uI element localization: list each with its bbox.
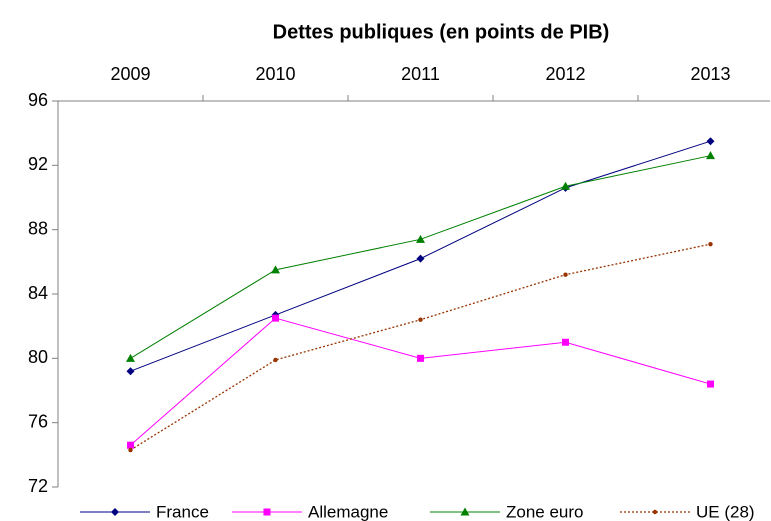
marker — [126, 353, 135, 362]
y-tick-label: 84 — [28, 283, 48, 303]
chart-title: Dettes publiques (en points de PIB) — [273, 21, 610, 43]
series-line — [130, 243, 711, 451]
legend-label: France — [156, 502, 209, 521]
x-tick-label: 2012 — [545, 64, 585, 84]
y-tick-label: 80 — [28, 347, 48, 367]
marker — [562, 338, 569, 346]
y-tick-label: 72 — [28, 476, 48, 496]
marker — [128, 447, 133, 453]
marker — [416, 234, 425, 243]
x-tick-label: 2009 — [110, 64, 150, 84]
marker — [273, 357, 278, 363]
marker — [126, 367, 135, 376]
y-tick-label: 88 — [28, 218, 48, 238]
legend-label: Allemagne — [308, 502, 388, 521]
marker — [652, 509, 658, 515]
marker — [460, 507, 470, 516]
marker — [271, 265, 280, 274]
marker — [706, 151, 715, 160]
y-tick-label: 92 — [28, 154, 48, 174]
x-tick-label: 2010 — [255, 64, 295, 84]
marker — [561, 181, 570, 190]
marker — [707, 380, 714, 388]
marker — [272, 314, 279, 322]
legend-label: Zone euro — [506, 502, 584, 521]
marker — [706, 137, 715, 146]
marker — [418, 317, 423, 322]
legend-label: UE (28) — [696, 502, 755, 521]
marker — [416, 254, 425, 263]
y-tick-label: 76 — [28, 411, 48, 431]
x-tick-label: 2013 — [690, 64, 730, 84]
marker — [563, 272, 568, 277]
marker — [708, 241, 713, 247]
marker — [417, 354, 424, 362]
marker — [127, 441, 134, 449]
x-tick-label: 2011 — [401, 64, 440, 84]
marker — [263, 508, 271, 516]
y-tick-label: 96 — [28, 90, 48, 110]
marker — [111, 508, 119, 516]
